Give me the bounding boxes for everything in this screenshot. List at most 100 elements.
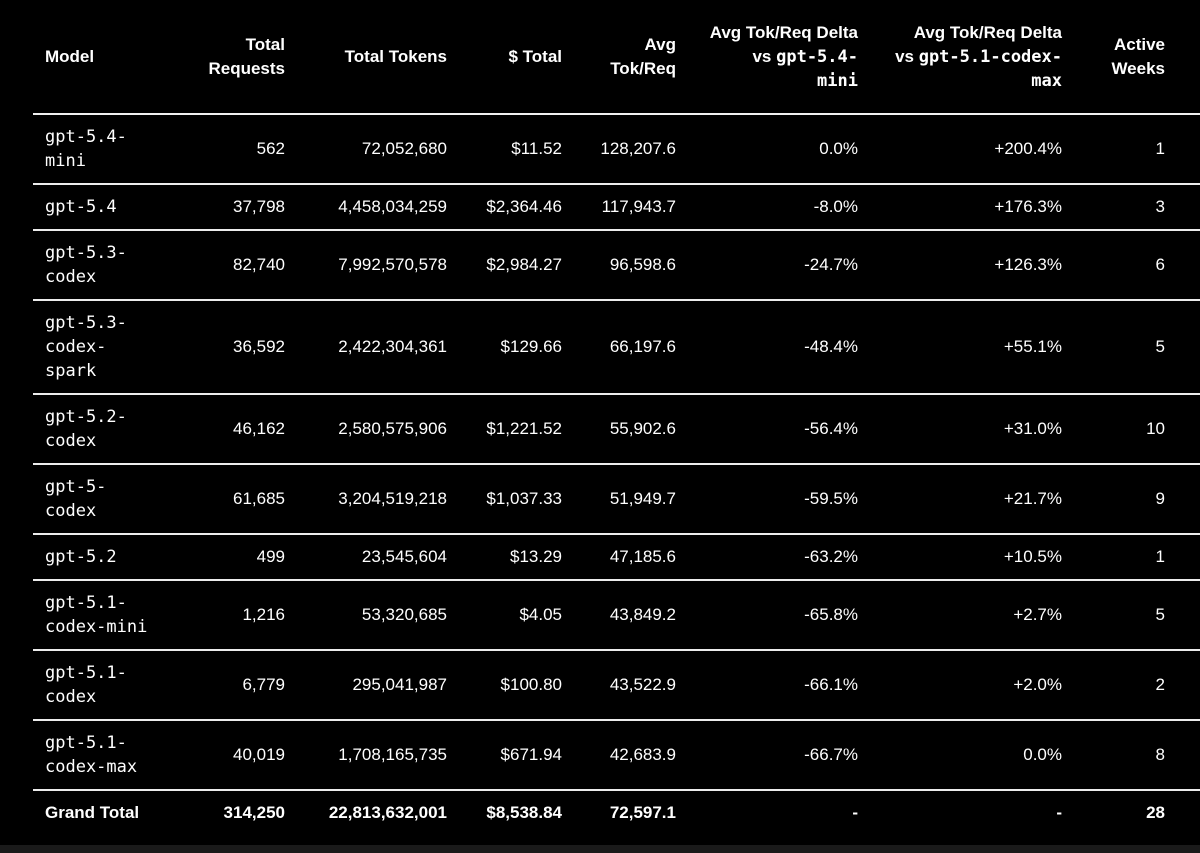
cell-avg: 47,185.6 — [562, 534, 676, 581]
cell-model: gpt-5.4-mini — [33, 114, 193, 185]
cell-delta-mini: -48.4% — [676, 300, 858, 395]
table-row: gpt-5.3-codex 82,740 7,992,570,578 $2,984.2… — [33, 230, 1200, 301]
cell-requests: 82,740 — [193, 230, 285, 301]
cell-tokens: 3,204,519,218 — [285, 464, 447, 535]
header-line: max — [1031, 70, 1062, 91]
cell-delta-max: +31.0% — [858, 394, 1062, 465]
cell-tokens: 4,458,034,259 — [285, 184, 447, 231]
cell-delta-max: 0.0% — [858, 720, 1062, 791]
header-line: vs gpt-5.1-codex- — [895, 46, 1062, 67]
table-row: gpt-5.4 37,798 4,458,034,259 $2,364.46 117,9… — [33, 184, 1200, 231]
cell-weeks: 3 — [1062, 184, 1200, 231]
cell-delta-mini: -65.8% — [676, 580, 858, 651]
cell-weeks: 1 — [1062, 114, 1200, 185]
table-body: gpt-5.4-mini 562 72,052,680 $11.52 128,207.6… — [33, 114, 1200, 835]
cell-model: gpt-5.3-codex-spark — [33, 300, 193, 395]
table-row: gpt-5.1-codex-max 40,019 1,708,165,735 $671… — [33, 720, 1200, 791]
cell-requests: 314,250 — [223, 803, 285, 822]
cell-weeks: 6 — [1062, 230, 1200, 301]
column-header-avg-tok-req: Avg Tok/Req — [562, 0, 676, 115]
cell-tokens: 2,580,575,906 — [285, 394, 447, 465]
cell-delta-max: +200.4% — [858, 114, 1062, 185]
cell-model: gpt-5.4 — [33, 184, 193, 231]
usage-table: Model Total Requests Total Tokens $ Tota… — [33, 0, 1200, 835]
header-line: mini — [817, 70, 858, 91]
cell-delta-max: +2.0% — [858, 650, 1062, 721]
cell-tokens: 1,708,165,735 — [285, 720, 447, 791]
cell-requests: 37,798 — [193, 184, 285, 231]
cell-cost: $2,364.46 — [447, 184, 562, 231]
cell-requests: 6,779 — [193, 650, 285, 721]
cell-avg: 43,522.9 — [562, 650, 676, 721]
cell-delta-mini: -24.7% — [676, 230, 858, 301]
cell-weeks: 5 — [1062, 300, 1200, 395]
cell-avg: 117,943.7 — [562, 184, 676, 231]
table-row: gpt-5-codex 61,685 3,204,519,218 $1,037.33 5… — [33, 464, 1200, 535]
header-line: Avg Tok/Req Delta — [913, 22, 1062, 42]
cell-tokens: 72,052,680 — [285, 114, 447, 185]
cell-avg: 66,197.6 — [562, 300, 676, 395]
cell-cost: $671.94 — [447, 720, 562, 791]
model-name-inline: gpt-5.4- — [776, 46, 858, 67]
cell-delta-mini: -66.1% — [676, 650, 858, 721]
cell-avg: 42,683.9 — [562, 720, 676, 791]
column-header-delta-vs-gpt-5-1-codex-max: Avg Tok/Req Delta vs gpt-5.1-codex- max — [858, 0, 1062, 115]
cell-delta-max: +2.7% — [858, 580, 1062, 651]
cell-model: gpt-5-codex — [33, 464, 193, 535]
table-row: gpt-5.4-mini 562 72,052,680 $11.52 128,207.6… — [33, 114, 1200, 185]
cell-cost: $2,984.27 — [447, 230, 562, 301]
cell-delta-max: +55.1% — [858, 300, 1062, 395]
cell-tokens: 2,422,304,361 — [285, 300, 447, 395]
cell-avg: 51,949.7 — [562, 464, 676, 535]
cell-avg: 128,207.6 — [562, 114, 676, 185]
cell-cost: $13.29 — [447, 534, 562, 581]
cell-cost: $11.52 — [447, 114, 562, 185]
cell-delta-mini: -8.0% — [676, 184, 858, 231]
cell-model: gpt-5.1-codex-mini — [33, 580, 193, 651]
model-name-inline: gpt-5.1-codex- — [918, 46, 1062, 67]
cell-avg: 72,597.1 — [609, 803, 676, 822]
header-line: Avg Tok/Req Delta — [709, 22, 858, 42]
cell-model: gpt-5.1-codex-max — [33, 720, 193, 791]
column-header-total-requests: Total Requests — [193, 0, 285, 115]
cell-delta-mini: -66.7% — [676, 720, 858, 791]
cell-weeks: 8 — [1062, 720, 1200, 791]
column-header-delta-vs-gpt-5-4-mini: Avg Tok/Req Delta vs gpt-5.4- mini — [676, 0, 858, 115]
cell-tokens: 7,992,570,578 — [285, 230, 447, 301]
cell-weeks: 5 — [1062, 580, 1200, 651]
cell-delta-mini: - — [852, 803, 858, 822]
cell-weeks: 1 — [1062, 534, 1200, 581]
cell-cost: $100.80 — [447, 650, 562, 721]
cell-tokens: 22,813,632,001 — [328, 803, 447, 822]
grand-total-row: Grand Total 314,250 22,813,632,001 $8,538.8… — [33, 790, 1200, 835]
cell-delta-mini: 0.0% — [676, 114, 858, 185]
cell-delta-max: +10.5% — [858, 534, 1062, 581]
cell-requests: 46,162 — [193, 394, 285, 465]
table-row: gpt-5.3-codex-spark 36,592 2,422,304,361 $1… — [33, 300, 1200, 395]
cell-weeks: 2 — [1062, 650, 1200, 721]
cell-cost: $4.05 — [447, 580, 562, 651]
table-row: gpt-5.1-codex 6,779 295,041,987 $100.80 43,5… — [33, 650, 1200, 721]
cell-avg: 96,598.6 — [562, 230, 676, 301]
column-header-active-weeks: Active Weeks — [1062, 0, 1200, 115]
table-row: gpt-5.2-codex 46,162 2,580,575,906 $1,221.5… — [33, 394, 1200, 465]
cell-tokens: 53,320,685 — [285, 580, 447, 651]
table-row: gpt-5.2 499 23,545,604 $13.29 47,185.6 -63.2%… — [33, 534, 1200, 581]
cell-cost: $1,221.52 — [447, 394, 562, 465]
header-row: Model Total Requests Total Tokens $ Tota… — [33, 0, 1200, 115]
cell-requests: 499 — [193, 534, 285, 581]
cell-delta-max: +176.3% — [858, 184, 1062, 231]
cell-delta-max: - — [1056, 803, 1062, 822]
cell-weeks: 28 — [1146, 803, 1165, 822]
cell-delta-max: +126.3% — [858, 230, 1062, 301]
cell-requests: 36,592 — [193, 300, 285, 395]
header-line: vs gpt-5.4- — [752, 46, 858, 67]
cell-weeks: 10 — [1062, 394, 1200, 465]
cell-model: Grand Total — [45, 803, 140, 822]
cell-model: gpt-5.2 — [33, 534, 193, 581]
cell-avg: 43,849.2 — [562, 580, 676, 651]
column-header-model: Model — [33, 0, 193, 115]
cell-delta-max: +21.7% — [858, 464, 1062, 535]
cell-requests: 40,019 — [193, 720, 285, 791]
cell-model: gpt-5.1-codex — [33, 650, 193, 721]
